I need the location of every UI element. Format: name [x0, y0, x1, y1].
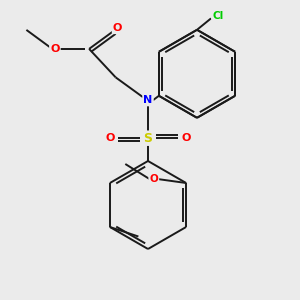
Text: O: O — [50, 44, 60, 54]
Text: O: O — [105, 133, 115, 143]
Text: S: S — [143, 132, 152, 145]
Text: O: O — [113, 23, 122, 33]
Text: O: O — [149, 174, 158, 184]
Text: N: N — [143, 95, 153, 105]
Text: Cl: Cl — [212, 11, 224, 21]
Text: O: O — [181, 133, 191, 143]
